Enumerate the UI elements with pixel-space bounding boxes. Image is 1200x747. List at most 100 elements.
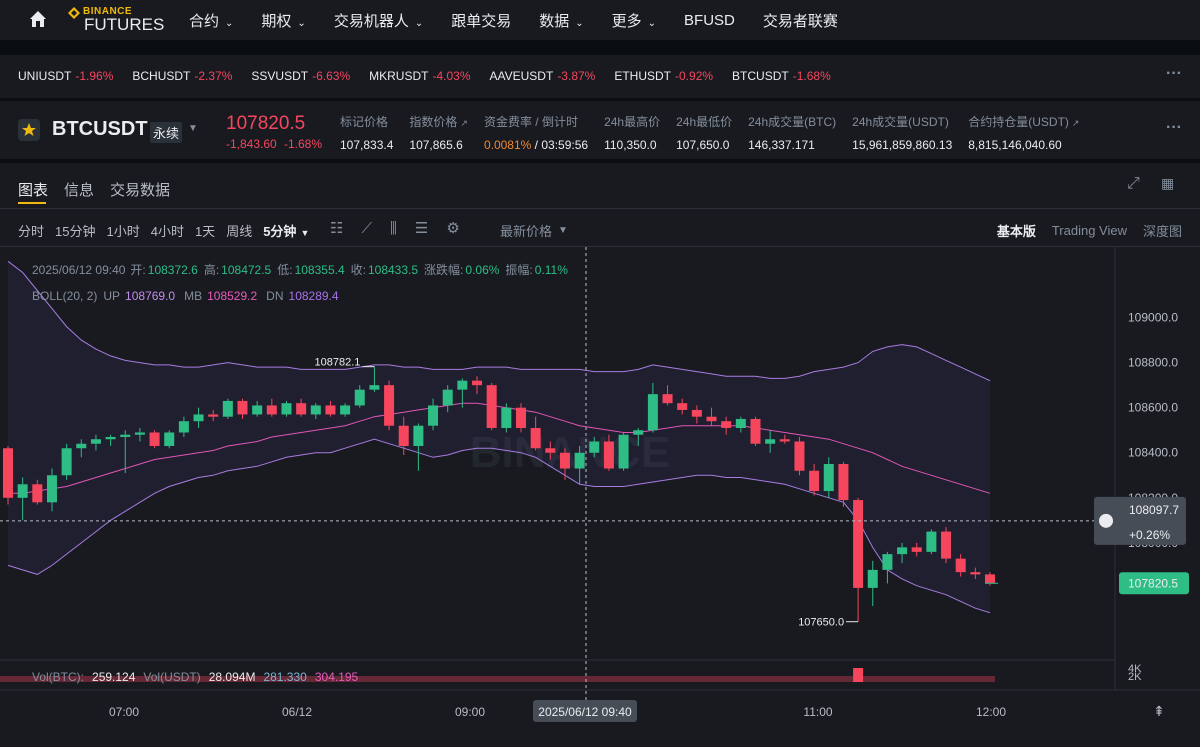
ticker-change: -1.96% <box>75 69 114 83</box>
symbol[interactable]: BTCUSDT <box>52 118 148 140</box>
ticker-symbol: SSVUSDT <box>251 69 309 83</box>
home-icon[interactable] <box>28 9 48 29</box>
interval[interactable]: 分时 <box>18 221 44 240</box>
candle-body <box>134 432 145 435</box>
last-price-box <box>1119 572 1189 595</box>
interval-label: 分时 <box>18 224 45 239</box>
candle-body <box>310 405 321 415</box>
layout-icon[interactable]: ▦ <box>1161 175 1175 191</box>
ticker[interactable]: UNIUSDT -1.96% <box>18 69 113 83</box>
candle-body <box>252 405 263 415</box>
countdown: 03:59:56 <box>541 138 589 152</box>
nav-item[interactable]: 合约 ⌄ <box>189 10 255 31</box>
price-type[interactable]: 最新价格 ▼ <box>500 221 568 240</box>
view[interactable]: 基本版 <box>996 224 1036 239</box>
candle-body <box>838 464 849 501</box>
ticker[interactable]: BTCUSDT -1.68% <box>732 69 831 83</box>
ticker[interactable]: AAVEUSDT -3.87% <box>490 69 596 83</box>
stat: 24h最低价 107,650.0 <box>676 113 732 152</box>
candle-body <box>296 403 307 415</box>
ticker[interactable]: BCHUSDT -2.37% <box>132 69 232 83</box>
vol-value: 28.094M <box>208 670 256 684</box>
stat-value: 107,650.0 <box>676 138 732 152</box>
nav-item[interactable]: 期权 ⌄ <box>261 10 327 31</box>
stat-value: 146,337.171 <box>748 138 836 152</box>
view[interactable]: Trading View <box>1051 223 1127 238</box>
fullscreen-icon[interactable]: ⤢ <box>1127 175 1140 192</box>
nav-items: 合约 ⌄ 期权 ⌄ 交易机器人 ⌄ 跟单交易 数据 ⌄ 更多 ⌄ BFUSD 交易者联赛 <box>189 10 866 31</box>
stat-label: 24h最低价 <box>676 113 732 130</box>
candle-body <box>515 407 526 428</box>
ohlc-label: 开: <box>130 263 146 277</box>
chart-tabs: 图表 信息 交易数据 <box>18 179 186 200</box>
stat-label: 24h最高价 <box>604 113 660 130</box>
interval[interactable]: 5分钟 ▼ <box>263 221 309 240</box>
nav-item[interactable]: 跟单交易 <box>451 10 511 31</box>
nav-item[interactable]: 数据 ⌄ <box>539 10 605 31</box>
candle-body <box>222 400 233 417</box>
nav-label: 期权 <box>261 13 292 30</box>
nav-label: BFUSD <box>684 12 735 29</box>
candle-body <box>603 441 614 469</box>
divider <box>0 208 1200 209</box>
dropdown-arrow: ⌄ <box>297 18 306 29</box>
stat: 资金费率 / 倒计时 0.0081% / 03:59:56 <box>484 113 588 152</box>
ticker-symbol: UNIUSDT <box>18 69 72 83</box>
candle-body <box>354 389 365 406</box>
stat-label-text: 资金费率 / 倒计时 <box>483 115 578 129</box>
x-tick-label: 12:00 <box>976 705 1006 719</box>
divider <box>0 246 1200 247</box>
symbol-dropdown[interactable]: ▼ <box>188 123 198 134</box>
interval[interactable]: 4小时 <box>151 221 184 240</box>
interval[interactable]: 15分钟 <box>55 221 95 240</box>
stat-label-text: 指数价格 <box>409 115 458 129</box>
tab[interactable]: 图表 <box>18 182 49 199</box>
interval[interactable]: 1天 <box>195 221 215 240</box>
nav-item[interactable]: 交易机器人 ⌄ <box>334 10 445 31</box>
stats: 标记价格 107,833.4 指数价格 ↗ 107,865.6 资金费率 / 倒计时 0.0… <box>340 113 1095 152</box>
tab[interactable]: 信息 <box>64 182 95 199</box>
candle-body <box>530 427 541 449</box>
stat-label: 合约持仓量(USDT) ↗ <box>968 113 1079 130</box>
settings-icon[interactable]: ⚙ <box>446 220 460 237</box>
tool-icon[interactable]: ⫼ <box>389 219 397 237</box>
interval[interactable]: 周线 <box>226 221 252 240</box>
logo-top: BINANCE <box>83 6 133 17</box>
candle-body <box>911 547 922 552</box>
last-price-label: 107820.5 <box>1128 576 1178 590</box>
interval[interactable]: 1小时 <box>106 221 139 240</box>
nav-item[interactable]: BFUSD <box>684 12 735 29</box>
nav-item[interactable]: 交易者联赛 <box>763 10 838 31</box>
candle-body <box>398 425 409 446</box>
ticker-symbol: BCHUSDT <box>132 69 191 83</box>
stat-value-text: 15,961,859,860.13 <box>852 138 953 152</box>
more-icon[interactable]: ··· <box>1166 65 1182 82</box>
ticker[interactable]: MKRUSDT -4.03% <box>369 69 470 83</box>
nav-item[interactable]: 更多 ⌄ <box>612 10 678 31</box>
ohlc-value: 108355.4 <box>294 262 345 277</box>
logo-bottom: FUTURES <box>84 15 165 34</box>
tab[interactable]: 交易数据 <box>110 182 171 199</box>
tool-icon[interactable]: ⟋ <box>361 219 372 237</box>
link-icon: ↗ <box>460 118 468 128</box>
x-tick-label: 06/12 <box>282 705 312 719</box>
candle-body <box>559 452 570 469</box>
view[interactable]: 深度图 <box>1142 224 1182 239</box>
stat-label: 24h成交量(USDT) <box>852 113 952 130</box>
ticker[interactable]: ETHUSDT -0.92% <box>614 69 713 83</box>
boll-item-label: MB <box>184 289 203 303</box>
candle-body <box>647 394 658 431</box>
ticker-symbol: MKRUSDT <box>369 69 429 83</box>
favorite-button[interactable] <box>18 119 40 141</box>
tool-icon[interactable]: ☰ <box>414 220 429 237</box>
ohlc-label: 涨跌幅: <box>424 263 464 277</box>
more-icon[interactable]: ··· <box>1166 119 1182 136</box>
tool-icon[interactable]: ☷ <box>330 220 344 237</box>
ticker-change: -6.63% <box>312 69 351 83</box>
candle-body <box>985 574 995 584</box>
ticker[interactable]: SSVUSDT -6.63% <box>251 69 350 83</box>
nav-label: 交易者联赛 <box>762 13 838 30</box>
crosshair-price-box <box>1094 496 1186 545</box>
candle-body <box>662 394 673 404</box>
volume-axis-label: 4K <box>1128 663 1142 675</box>
